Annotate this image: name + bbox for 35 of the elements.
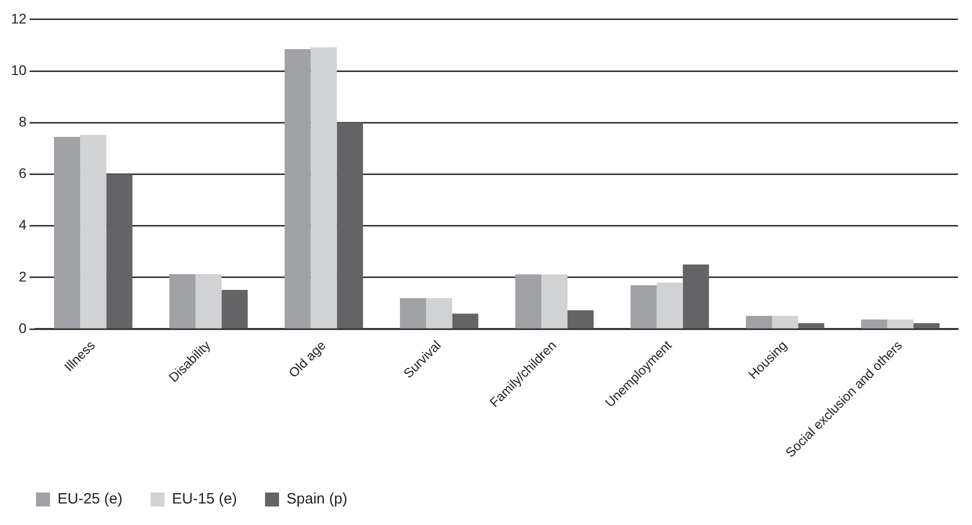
bar bbox=[541, 274, 568, 328]
bar bbox=[861, 320, 888, 328]
bar bbox=[772, 316, 798, 328]
legend-label: EU-15 (e) bbox=[172, 490, 238, 508]
bar bbox=[913, 323, 940, 328]
bar bbox=[310, 47, 337, 328]
bar bbox=[426, 298, 452, 328]
bar bbox=[80, 135, 106, 328]
bar bbox=[568, 310, 594, 328]
y-tick-label: 2 bbox=[18, 268, 27, 284]
bar bbox=[54, 136, 80, 328]
legend-label: EU-25 (e) bbox=[58, 490, 123, 508]
bar bbox=[169, 274, 196, 328]
bar bbox=[515, 274, 542, 328]
bar bbox=[746, 316, 772, 328]
legend-label: Spain (p) bbox=[286, 490, 348, 508]
bar bbox=[106, 174, 132, 328]
bar bbox=[630, 285, 657, 328]
x-tick-label: Old age bbox=[286, 338, 328, 380]
bar bbox=[682, 264, 709, 328]
bar bbox=[222, 290, 248, 328]
bar bbox=[656, 282, 683, 328]
y-tick-label: 10 bbox=[10, 62, 27, 78]
y-tick-label: 0 bbox=[18, 320, 27, 336]
y-tick-label: 4 bbox=[18, 216, 27, 233]
bar bbox=[452, 314, 478, 328]
bar bbox=[336, 122, 364, 328]
y-tick-label: 8 bbox=[18, 113, 27, 130]
y-tick-label: 12 bbox=[10, 10, 27, 26]
y-tick-label: 6 bbox=[18, 165, 27, 182]
bar bbox=[887, 320, 914, 328]
bar bbox=[400, 298, 426, 328]
bar bbox=[284, 49, 311, 328]
bar bbox=[195, 274, 222, 328]
bar bbox=[798, 323, 824, 328]
